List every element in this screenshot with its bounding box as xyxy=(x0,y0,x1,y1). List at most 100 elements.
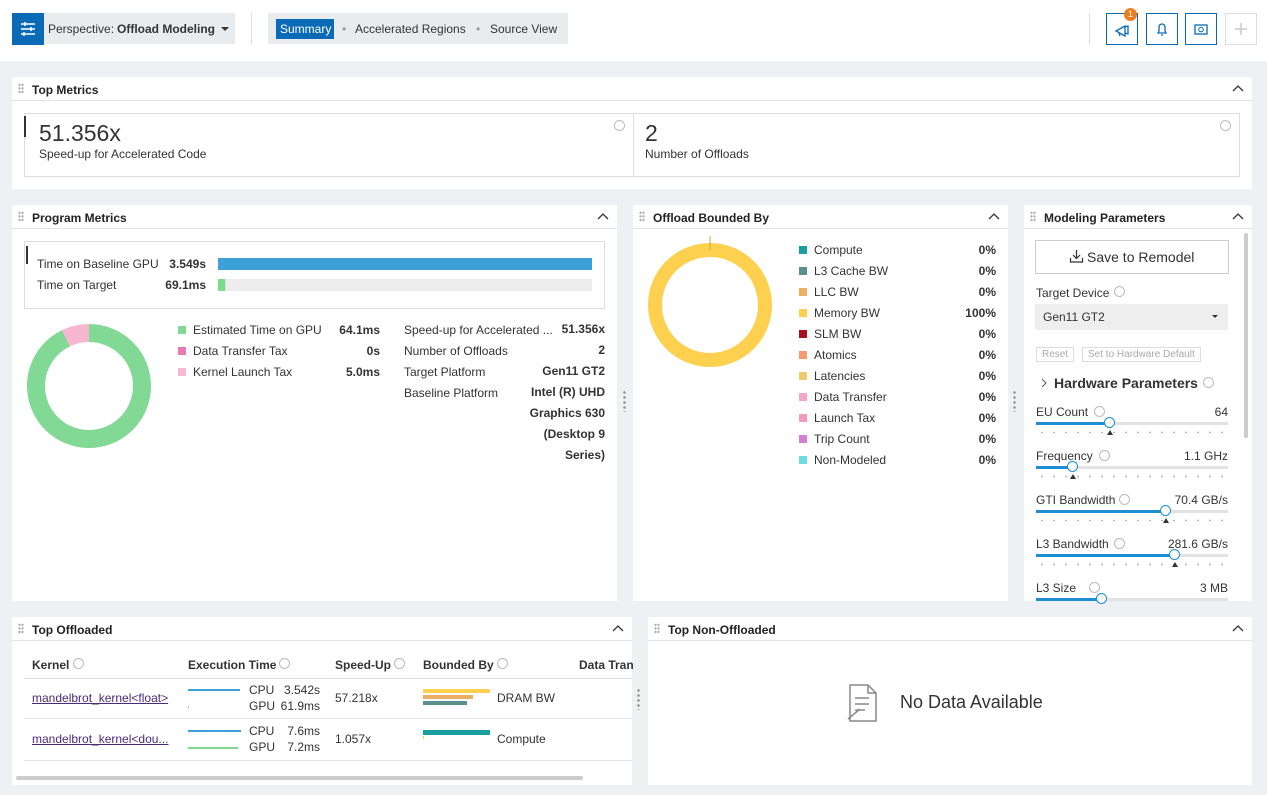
legend-label: Estimated Time on GPU xyxy=(193,323,322,337)
help-icon[interactable] xyxy=(614,120,625,131)
device-value: Gen11 GT2 xyxy=(1043,310,1105,324)
info-value: 2 xyxy=(515,340,605,361)
help-icon[interactable] xyxy=(1094,406,1105,417)
help-icon[interactable] xyxy=(1119,494,1130,505)
legend-value: 0% xyxy=(940,411,996,425)
chevron xyxy=(1233,86,1243,91)
legend-swatch xyxy=(799,246,807,254)
slider-thumb[interactable] xyxy=(1104,417,1115,428)
help-icon[interactable] xyxy=(1114,286,1125,297)
speed-up: 57.218x xyxy=(335,691,378,705)
drag-handle[interactable] xyxy=(639,211,645,222)
legend-value: 0% xyxy=(940,369,996,383)
collapse-button[interactable] xyxy=(1232,624,1244,632)
help-icon[interactable] xyxy=(279,658,290,669)
slider-thumb[interactable] xyxy=(1096,593,1107,604)
default-marker xyxy=(1070,474,1076,479)
tab[interactable]: Source View xyxy=(490,22,557,36)
time-label: Time on Target xyxy=(37,278,116,292)
slider-thumb[interactable] xyxy=(1160,505,1171,516)
metric-value: 2 xyxy=(645,120,658,147)
kernel-link[interactable]: mandelbrot_kernel<float> xyxy=(32,691,168,705)
help-icon[interactable] xyxy=(1089,582,1100,593)
reset-button[interactable]: Reset xyxy=(1036,347,1074,362)
help-icon[interactable] xyxy=(1203,377,1214,388)
drag-handle[interactable] xyxy=(18,623,24,634)
panel-title: Offload Bounded By xyxy=(653,211,769,225)
perspective-selector[interactable]: Perspective: Offload Modeling xyxy=(44,13,235,44)
metric-label: Speed-up for Accelerated Code xyxy=(39,147,206,161)
slider-fill xyxy=(1036,598,1102,601)
help-icon[interactable] xyxy=(73,658,84,669)
legend-label: Launch Tax xyxy=(814,411,875,425)
splitter[interactable] xyxy=(637,688,640,710)
legend-swatch xyxy=(799,393,807,401)
tab[interactable]: Accelerated Regions xyxy=(355,22,466,36)
help-icon[interactable] xyxy=(1220,120,1231,131)
legend-value: 0% xyxy=(940,348,996,362)
help-icon[interactable] xyxy=(1099,450,1110,461)
scrollbar[interactable] xyxy=(16,776,583,780)
logo[interactable] xyxy=(12,13,44,45)
legend-swatch xyxy=(178,347,186,355)
legend-label: Non-Modeled xyxy=(814,453,886,467)
drag-handle[interactable] xyxy=(18,211,24,222)
speed-up: 1.057x xyxy=(335,732,371,746)
legend-label: LLC BW xyxy=(814,285,859,299)
bound-bar xyxy=(423,701,467,705)
slider-ticks xyxy=(1036,563,1228,566)
drag-handle[interactable] xyxy=(654,623,660,634)
donut xyxy=(18,315,160,457)
table-rule xyxy=(24,718,632,719)
section-title: Hardware Parameters xyxy=(1054,375,1198,391)
help-icon[interactable] xyxy=(497,658,508,669)
no-data-icon xyxy=(846,683,880,723)
add-button[interactable] xyxy=(1225,13,1257,45)
kernel-link[interactable]: mandelbrot_kernel<dou... xyxy=(32,732,168,746)
save-label: Save to Remodel xyxy=(1087,249,1194,265)
slider-thumb[interactable] xyxy=(1067,461,1078,472)
marker xyxy=(1107,430,1113,435)
drag-handle[interactable] xyxy=(18,83,24,94)
collapse-button[interactable] xyxy=(597,212,609,220)
info-label: Target Platform xyxy=(404,365,485,379)
table-rule xyxy=(24,678,632,679)
splitter[interactable] xyxy=(1013,390,1016,412)
tab[interactable]: Summary xyxy=(280,22,331,36)
bound-bar xyxy=(423,730,490,735)
help-icon[interactable] xyxy=(394,658,405,669)
param-value: 64 xyxy=(1130,405,1228,419)
slider-ticks xyxy=(1036,519,1228,522)
exec-line xyxy=(188,689,240,691)
panel-title: Modeling Parameters xyxy=(1044,211,1165,225)
legend-swatch xyxy=(178,326,186,334)
divider xyxy=(633,113,634,177)
panel-title: Top Metrics xyxy=(32,83,98,97)
collapse-button[interactable] xyxy=(988,212,1000,220)
bound-bar xyxy=(423,689,490,693)
default-button[interactable]: Set to Hardware Default xyxy=(1082,347,1201,362)
column-header: Kernel xyxy=(32,658,69,672)
scrollbar[interactable] xyxy=(1244,233,1248,438)
collapse-button[interactable] xyxy=(1232,84,1244,92)
slider-thumb[interactable] xyxy=(1169,549,1180,560)
legend-value: 5.0ms xyxy=(320,365,380,379)
collapse-button[interactable] xyxy=(1232,212,1244,220)
accent xyxy=(24,116,26,137)
notifications-button[interactable] xyxy=(1146,13,1178,45)
legend-value: 64.1ms xyxy=(320,323,380,337)
bar-track xyxy=(218,279,592,291)
bound-bar xyxy=(423,695,473,699)
splitter[interactable] xyxy=(623,390,626,412)
legend-swatch xyxy=(178,368,186,376)
help-icon[interactable] xyxy=(1114,538,1125,549)
chevron xyxy=(598,214,608,219)
collapse-button[interactable] xyxy=(612,624,624,632)
cpu-time: 3.542s xyxy=(270,683,320,697)
legend-value: 0% xyxy=(940,327,996,341)
drag-handle[interactable] xyxy=(1030,211,1036,222)
legend-value: 0% xyxy=(940,432,996,446)
exec-line xyxy=(188,730,241,732)
metric-label: Number of Offloads xyxy=(645,147,749,161)
snapshot-button[interactable] xyxy=(1185,13,1217,45)
